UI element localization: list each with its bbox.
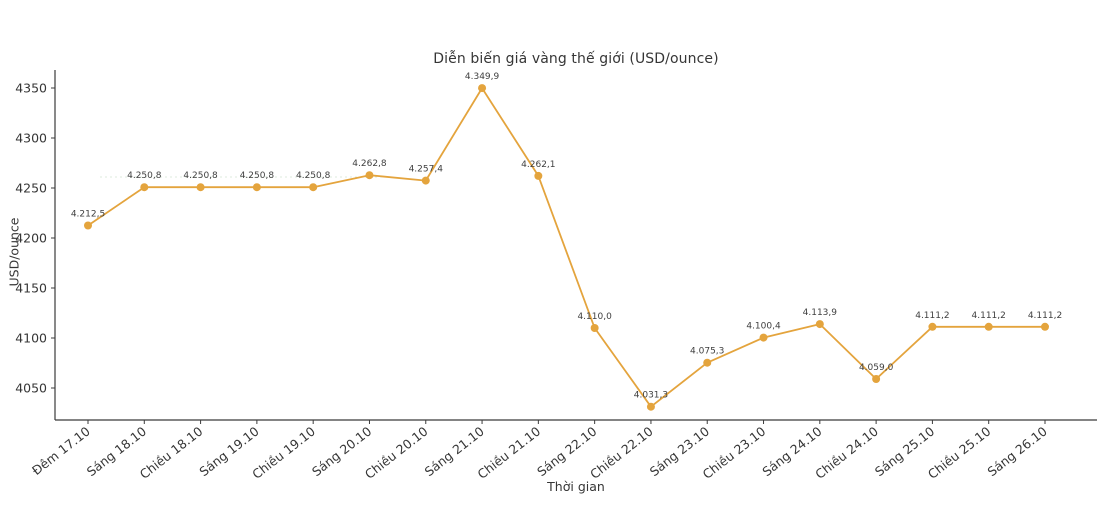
data-point-label: 4.110,0 <box>577 312 612 322</box>
data-point[interactable] <box>421 176 430 185</box>
data-point-label: 4.250,8 <box>127 171 162 181</box>
data-point-label: 4.250,8 <box>240 171 275 181</box>
x-tick-label: Chiều 22.10 <box>587 424 656 482</box>
data-point[interactable] <box>140 183 149 192</box>
data-point[interactable] <box>252 183 261 192</box>
data-point-label: 4.250,8 <box>183 171 218 181</box>
data-point[interactable] <box>1041 322 1049 331</box>
data-point-label: 4.113,9 <box>803 308 838 318</box>
data-point[interactable] <box>872 375 881 383</box>
x-tick-label: Chiều 21.10 <box>474 424 543 482</box>
x-tick-label: Chiều 25.10 <box>925 424 994 482</box>
data-point-label: 4.212,5 <box>71 210 105 220</box>
y-tick-label: 4100 <box>15 331 47 346</box>
data-point-label: 4.031,3 <box>634 391 668 401</box>
y-tick-label: 4350 <box>15 81 47 96</box>
x-tick-label: Sáng 26.10 <box>984 424 1049 480</box>
data-point-label: 4.075,3 <box>690 347 724 357</box>
x-tick-label: Chiều 18.10 <box>137 424 206 482</box>
data-point[interactable] <box>478 84 487 93</box>
chart-title: Diễn biến giá vàng thế giới (USD/ounce) <box>433 51 719 67</box>
price-line <box>87 87 1045 408</box>
y-tick-label: 4250 <box>15 181 47 196</box>
data-point[interactable] <box>196 183 205 192</box>
y-tick-label: 4300 <box>15 131 47 146</box>
data-point-label: 4.111,2 <box>972 311 1006 321</box>
data-point-label: 4.262,1 <box>521 160 555 170</box>
data-point-label: 4.111,2 <box>1028 311 1062 321</box>
x-tick-label: Chiều 24.10 <box>812 424 881 482</box>
x-tick-label: Chiều 23.10 <box>700 424 769 482</box>
data-point[interactable] <box>815 320 824 329</box>
data-point[interactable] <box>590 324 599 332</box>
x-tick-label: Đêm 17.10 <box>29 424 93 479</box>
data-point[interactable] <box>703 358 712 367</box>
data-point-label: 4.349,9 <box>465 72 500 82</box>
data-point[interactable] <box>309 183 318 192</box>
data-point[interactable] <box>984 322 993 331</box>
data-point[interactable] <box>365 171 374 180</box>
y-tick-label: 4150 <box>15 281 47 296</box>
x-axis-label: Thời gian <box>547 479 605 494</box>
x-tick-label: Chiều 19.10 <box>249 424 318 482</box>
data-point-label: 4.111,2 <box>915 311 949 321</box>
data-point-label: 4.059,0 <box>859 363 894 373</box>
y-tick-label: 4200 <box>15 231 47 246</box>
data-point[interactable] <box>759 333 768 342</box>
data-point-label: 4.257,4 <box>409 165 444 175</box>
data-point-label: 4.250,8 <box>296 171 331 181</box>
y-tick-label: 4050 <box>15 381 47 396</box>
data-point-label: 4.262,8 <box>352 159 387 169</box>
x-tick-label: Chiều 20.10 <box>362 424 431 482</box>
data-point[interactable] <box>928 322 937 331</box>
data-point[interactable] <box>84 221 92 230</box>
data-point-label: 4.100,4 <box>746 322 781 332</box>
data-point[interactable] <box>646 402 655 411</box>
data-point[interactable] <box>534 171 543 180</box>
